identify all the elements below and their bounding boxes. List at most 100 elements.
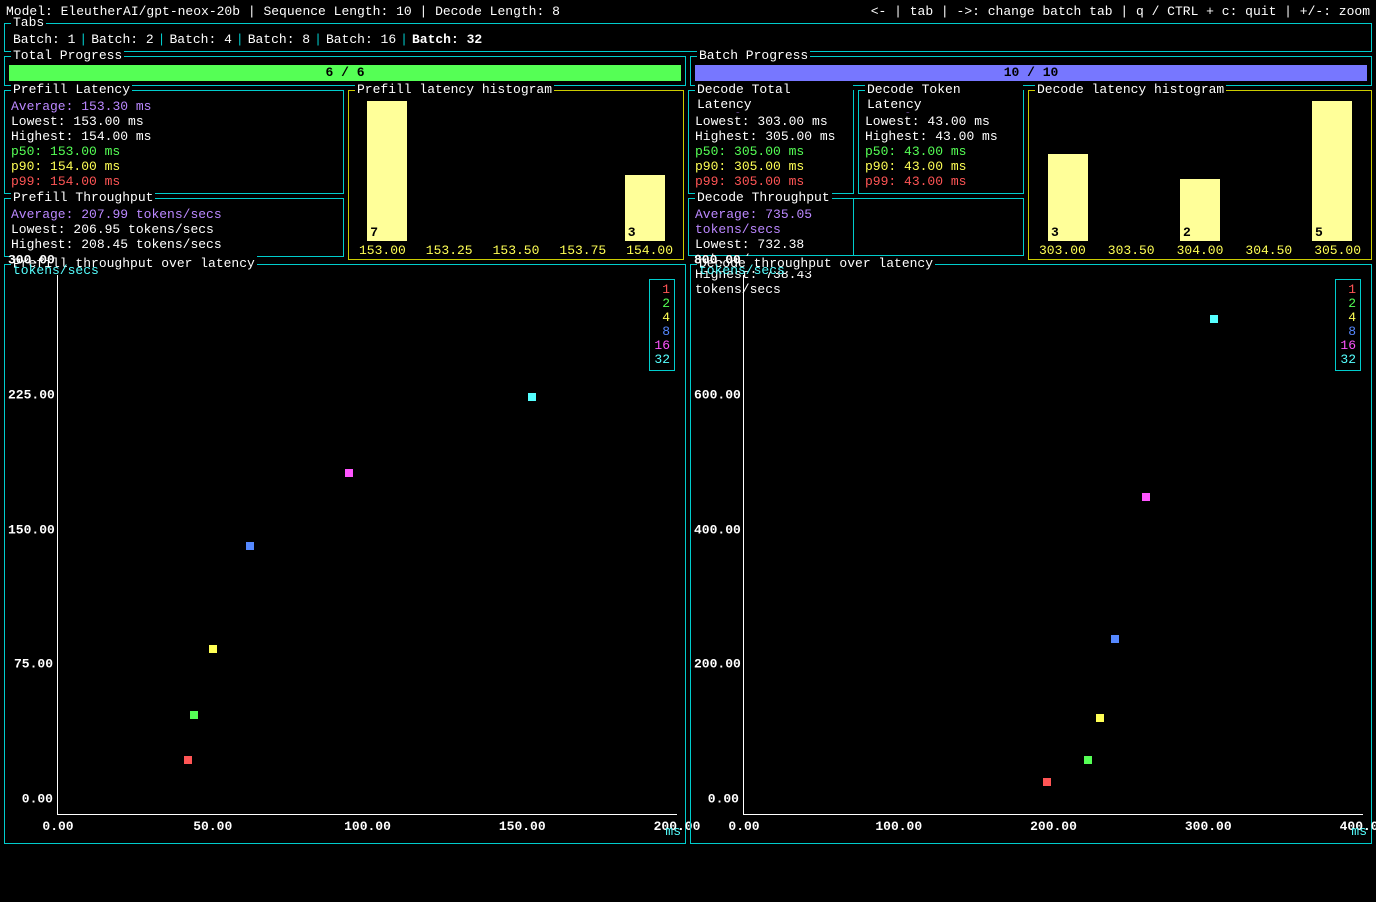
histogram-bar-count: 5 [1315,225,1323,240]
scatter-point [1096,714,1104,722]
scatter-point [190,711,198,719]
stat-value: 305.00 ms [734,174,804,189]
stat-row: Highest: 154.00 ms [11,129,337,144]
tab-item[interactable]: Batch: 2 [91,32,153,47]
prefill-throughput-title: Prefill Throughput [11,190,155,205]
legend-item: 8 [654,325,670,339]
batch-progress-bar: 10 / 10 [695,65,1367,81]
stat-value: 154.00 ms [50,174,120,189]
histogram-bar: 7 [367,101,407,241]
tab-item[interactable]: Batch: 16 [326,32,396,47]
stat-value: 303.00 ms [757,114,827,129]
stat-label: Average: [11,99,73,114]
legend-item: 16 [654,339,670,353]
legend-item: 2 [1340,297,1356,311]
stat-row: Average: 207.99 tokens/secs [11,207,337,222]
histogram-bar: 3 [625,175,665,241]
legend-item: 1 [654,283,670,297]
scatter-point [1043,778,1051,786]
stat-value: 305.00 ms [734,144,804,159]
decode-histogram-box: Decode latency histogram 325303.00303.50… [1028,90,1372,260]
decode-throughput-title: Decode Throughput [695,190,832,205]
decode-histogram-title: Decode latency histogram [1035,82,1226,97]
x-tick-label: 0.00 [728,819,759,834]
histogram-bar: 2 [1180,179,1220,241]
tab-separator: | [236,32,244,47]
stat-row: Lowest: 206.95 tokens/secs [11,222,337,237]
prefill-histogram-title: Prefill latency histogram [355,82,554,97]
x-tick-label: 200.00 [1030,819,1077,834]
stat-value: 43.00 ms [927,114,989,129]
stat-label: p50: [695,144,734,159]
tab-item[interactable]: Batch: 32 [412,32,482,47]
stat-row: Lowest: 303.00 ms [695,114,847,129]
stat-label: p90: [11,159,50,174]
stat-row: p99: 154.00 ms [11,174,337,189]
legend-item: 16 [1340,339,1356,353]
prefill-histogram-box: Prefill latency histogram 73153.00153.25… [348,90,684,260]
decode-throughput-box: Decode Throughput Average: 735.05 tokens… [688,198,854,256]
decode-legend: 12481632 [1335,279,1361,371]
stat-value: 154.00 ms [81,129,151,144]
scatter-point [209,645,217,653]
tab-item[interactable]: Batch: 1 [13,32,75,47]
legend-item: 8 [1340,325,1356,339]
stat-label: Highest: [11,237,73,252]
prefill-legend: 12481632 [649,279,675,371]
scatter-point [184,756,192,764]
stat-label: p50: [865,144,904,159]
stat-label: p90: [695,159,734,174]
stat-value: 206.95 tokens/secs [73,222,213,237]
decode-scatter-box: Decode throughput over latency tokens/se… [690,264,1372,844]
stat-row: Lowest: 153.00 ms [11,114,337,129]
scatter-point [528,393,536,401]
stat-value: 153.30 ms [81,99,151,114]
histogram-xlabel: 304.50 [1245,243,1292,258]
scatter-point [1210,315,1218,323]
legend-item: 2 [654,297,670,311]
stat-row: p50: 305.00 ms [695,144,847,159]
x-unit-label: ms [665,824,681,839]
stat-label: Highest: [11,129,73,144]
stat-row: p90: 154.00 ms [11,159,337,174]
stat-row: Highest: 208.45 tokens/secs [11,237,337,252]
stat-row: p50: 153.00 ms [11,144,337,159]
stat-value: 208.45 tokens/secs [81,237,221,252]
x-tick-label: 100.00 [875,819,922,834]
y-tick-label: 800.00 [694,253,739,268]
tab-item[interactable]: Batch: 8 [248,32,310,47]
stat-row: Average: 735.05 tokens/secs [695,207,847,237]
batch-progress-title: Batch Progress [697,48,810,63]
histogram-xlabel: 303.00 [1039,243,1086,258]
y-tick-label: 75.00 [8,657,53,672]
prefill-scatter-box: Prefill throughput over latency tokens/s… [4,264,686,844]
decode-token-latency-title: Decode Token Latency [865,82,1023,112]
stat-row: p90: 43.00 ms [865,159,1017,174]
stat-label: p99: [865,174,904,189]
tab-item[interactable]: Batch: 4 [169,32,231,47]
histogram-xlabel: 153.50 [493,243,540,258]
decode-total-latency-box: Decode Total Latency Average: 304.20 msL… [688,90,854,194]
x-tick-label: 300.00 [1185,819,1232,834]
histogram-bar: 3 [1048,154,1088,241]
stat-value: 305.00 ms [765,129,835,144]
histogram-xlabel: 153.00 [359,243,406,258]
scatter-point [246,542,254,550]
tab-separator: | [400,32,408,47]
histogram-xlabel: 303.50 [1108,243,1155,258]
stat-value: 153.00 ms [50,144,120,159]
decode-token-latency-box: Decode Token Latency Average: 43.00 msLo… [858,90,1024,194]
stat-value: 153.00 ms [73,114,143,129]
tab-separator: | [314,32,322,47]
stat-label: Lowest: [695,114,757,129]
stat-label: p90: [865,159,904,174]
decode-scatter-area: 0.00200.00400.00600.00800.000.00100.0020… [743,275,1363,815]
stat-label: p50: [11,144,50,159]
tabs-title: Tabs [11,15,46,30]
scatter-point [1111,635,1119,643]
x-tick-label: 150.00 [499,819,546,834]
prefill-latency-title: Prefill Latency [11,82,132,97]
stat-label: p99: [11,174,50,189]
header-left: Model: EleutherAI/gpt-neox-20b | Sequenc… [6,4,560,19]
y-tick-label: 0.00 [8,792,53,807]
